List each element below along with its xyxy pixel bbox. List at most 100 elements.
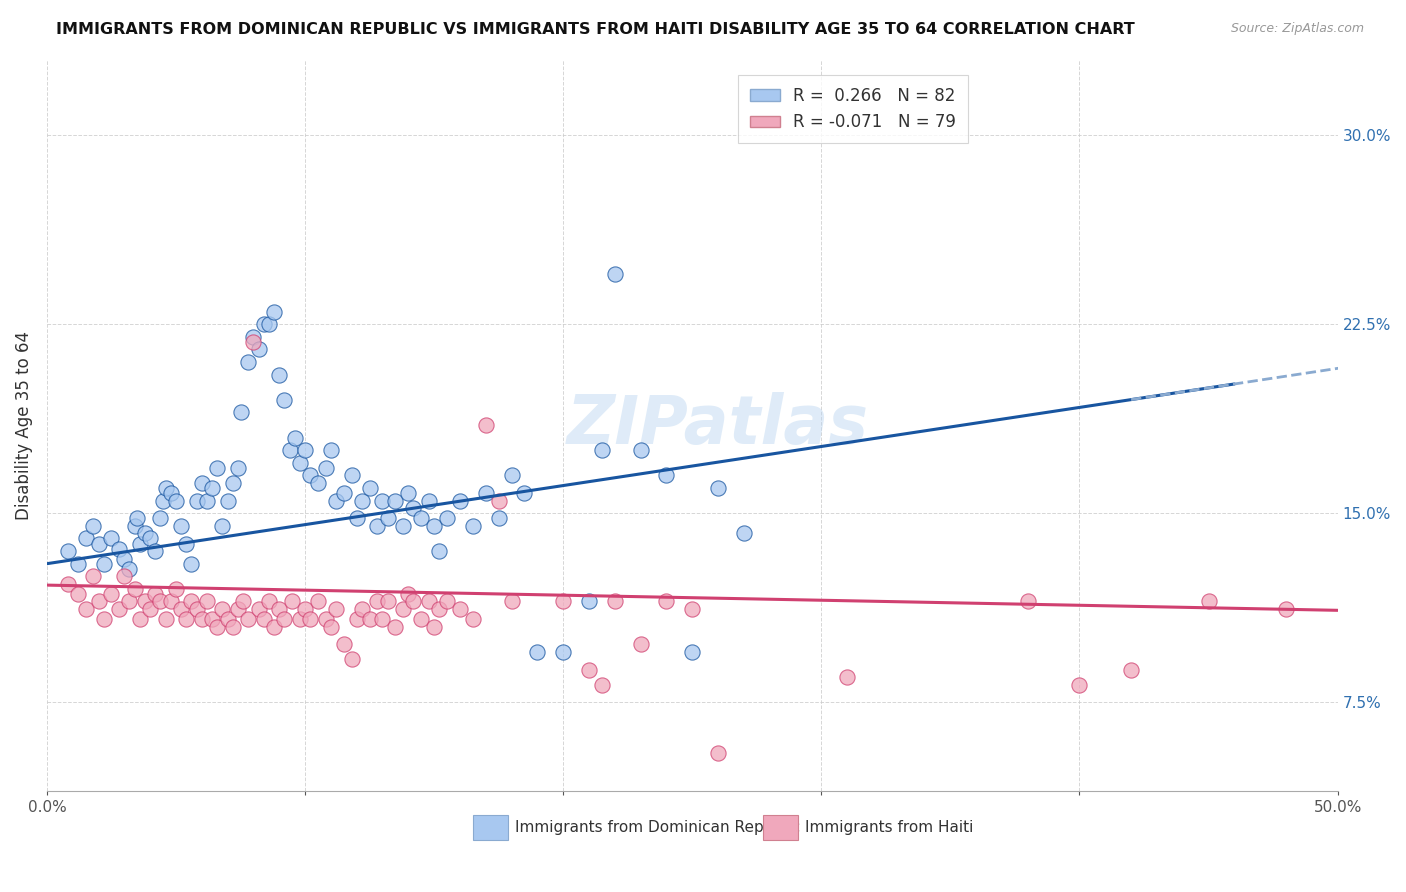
Point <box>461 612 484 626</box>
Point <box>346 511 368 525</box>
Point <box>392 602 415 616</box>
Point <box>82 569 104 583</box>
Point <box>278 443 301 458</box>
Point <box>152 493 174 508</box>
Point <box>332 486 354 500</box>
Point <box>346 612 368 626</box>
Point <box>143 587 166 601</box>
Point <box>159 594 181 608</box>
Point <box>513 486 536 500</box>
Point <box>87 594 110 608</box>
Point <box>128 612 150 626</box>
Point <box>1017 594 1039 608</box>
Point <box>553 594 575 608</box>
Point <box>238 355 260 369</box>
Point <box>340 652 363 666</box>
Point <box>222 620 245 634</box>
Point <box>118 594 141 608</box>
Point <box>307 594 329 608</box>
Point <box>226 461 249 475</box>
Point <box>402 501 425 516</box>
Point <box>165 582 187 596</box>
Point <box>242 334 264 349</box>
Point <box>75 532 97 546</box>
Point <box>427 602 450 616</box>
Point <box>149 594 172 608</box>
Point <box>242 330 264 344</box>
Point <box>93 612 115 626</box>
Point <box>488 493 510 508</box>
Point <box>384 493 406 508</box>
Point <box>134 594 156 608</box>
Point <box>66 557 89 571</box>
Point <box>371 493 394 508</box>
Point <box>128 536 150 550</box>
Point <box>315 461 337 475</box>
Point <box>288 456 311 470</box>
Point <box>359 612 381 626</box>
Point <box>143 544 166 558</box>
Point <box>134 526 156 541</box>
Point <box>449 602 471 616</box>
Point <box>366 594 388 608</box>
Point <box>100 532 122 546</box>
Point <box>591 443 613 458</box>
Point <box>418 594 440 608</box>
Point <box>124 582 146 596</box>
Point <box>377 511 399 525</box>
Point <box>553 645 575 659</box>
Point <box>340 468 363 483</box>
Point <box>238 612 260 626</box>
Point <box>526 645 548 659</box>
Point <box>319 620 342 634</box>
Y-axis label: Disability Age 35 to 64: Disability Age 35 to 64 <box>15 331 32 519</box>
Point <box>247 602 270 616</box>
Point <box>449 493 471 508</box>
Point <box>299 468 322 483</box>
Point <box>269 602 291 616</box>
Point <box>124 519 146 533</box>
Text: ZIPatlas: ZIPatlas <box>567 392 869 458</box>
Point <box>332 637 354 651</box>
Point <box>207 461 229 475</box>
Text: Immigrants from Haiti: Immigrants from Haiti <box>806 820 974 835</box>
Point <box>155 481 177 495</box>
Point <box>284 431 307 445</box>
Point <box>226 602 249 616</box>
Point <box>273 612 295 626</box>
Point <box>436 511 458 525</box>
Point <box>201 612 224 626</box>
Point <box>1119 663 1142 677</box>
Point <box>257 594 280 608</box>
Point <box>411 612 433 626</box>
Point <box>681 645 703 659</box>
Point <box>307 476 329 491</box>
Point <box>108 602 131 616</box>
Point <box>294 443 316 458</box>
Point <box>229 405 252 419</box>
Point <box>707 746 730 760</box>
Point <box>1198 594 1220 608</box>
Point <box>488 511 510 525</box>
Point <box>603 267 626 281</box>
Point <box>155 612 177 626</box>
Point <box>681 602 703 616</box>
Point <box>630 637 652 651</box>
Point <box>315 612 337 626</box>
Point <box>655 594 678 608</box>
Point <box>207 620 229 634</box>
Point <box>149 511 172 525</box>
Point <box>170 519 193 533</box>
Point <box>93 557 115 571</box>
Point <box>211 519 233 533</box>
Point <box>1275 602 1298 616</box>
Point <box>350 602 373 616</box>
Point <box>325 493 347 508</box>
Point <box>127 511 149 525</box>
Point <box>591 678 613 692</box>
Point <box>253 612 276 626</box>
Point <box>501 468 523 483</box>
Point <box>1069 678 1091 692</box>
Point <box>257 318 280 332</box>
Point <box>418 493 440 508</box>
